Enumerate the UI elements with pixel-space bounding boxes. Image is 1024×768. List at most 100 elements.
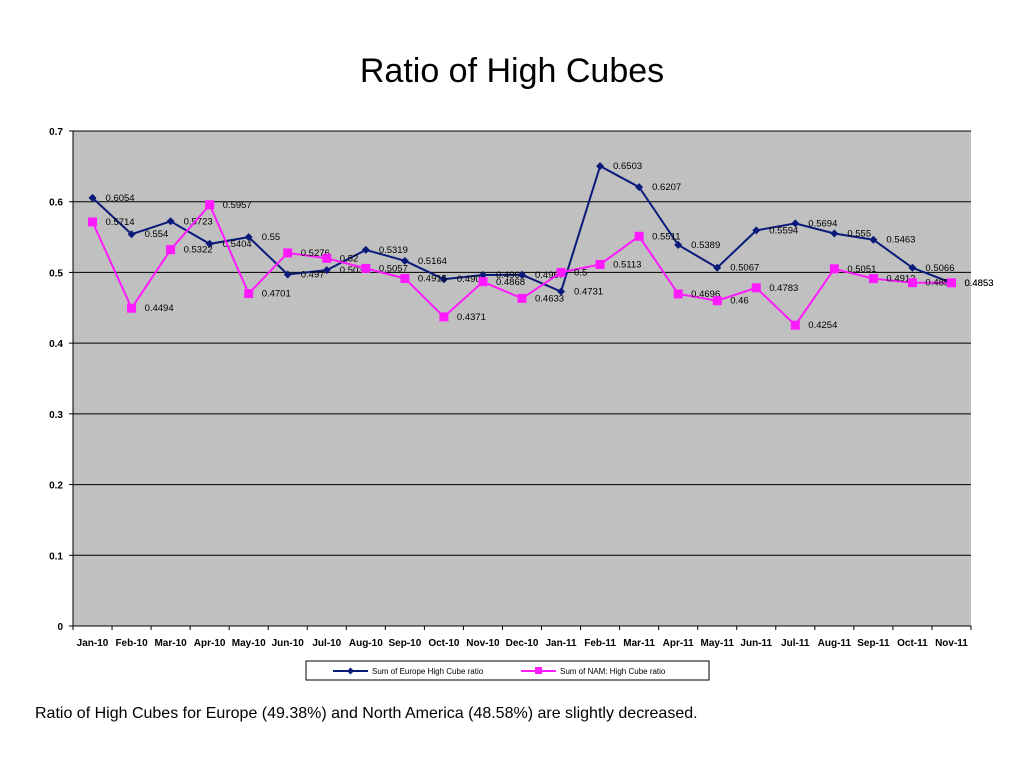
data-point [790,320,800,330]
x-tick-label: Aug-11 [818,638,852,649]
data-point [166,245,176,255]
data-label: 0.4783 [769,283,798,294]
x-tick-label: Jun-11 [740,638,772,649]
data-label: 0.5723 [184,216,213,227]
legend-label-europe: Sum of Europe High Cube ratio [372,667,484,676]
data-label: 0.5389 [691,240,720,251]
data-label: 0.5511 [652,231,680,242]
data-label: 0.4254 [808,320,837,331]
x-tick-label: Aug-10 [349,638,383,649]
line-chart: 0 0.1 0.2 0.3 0.4 0.5 0.6 0.7 Jan-10 Feb-10 Mar-1… [49,127,994,681]
data-point [712,296,722,306]
data-label: 0.52 [340,253,359,264]
data-label: 0.4371 [457,312,486,323]
data-label: 0.46 [730,296,749,307]
data-label: 0.5276 [301,248,330,259]
x-tick-label: Jan-11 [545,638,577,649]
data-point [205,239,214,248]
y-tick-label: 0.2 [49,481,63,492]
data-label: 0.4967 [535,270,564,281]
data-point [946,278,956,288]
data-label: 0.55 [262,232,281,243]
data-point [127,230,136,239]
x-tick-labels: Jan-10 Feb-10 Mar-10 Apr-10 May-10 Jun-10 Jul-… [72,626,972,649]
data-label: 0.4494 [145,303,174,314]
caption: Ratio of High Cubes for Europe (49.38%) … [35,705,698,722]
data-label: 0.4701 [262,289,291,300]
plot-area [73,131,971,626]
x-tick-label: Jan-10 [77,638,109,649]
data-point [830,229,839,238]
data-label: 0.5319 [379,245,408,256]
legend-marker-europe [347,667,354,675]
x-tick-label: Jun-10 [272,638,305,649]
data-label: 0.5594 [769,225,798,236]
data-point [557,287,566,296]
data-label: 0.5164 [418,256,447,267]
x-tick-label: Jul-10 [312,638,341,649]
x-tick-label: Feb-11 [584,638,616,649]
y-tick-label: 0.5 [49,268,63,279]
data-label: 0.5957 [223,200,252,211]
data-point [674,240,683,249]
data-label: 0.5057 [379,263,408,274]
x-tick-label: Apr-10 [194,638,226,649]
data-label: 0.4855 [925,278,954,289]
data-point [400,256,409,265]
data-point [478,277,488,287]
data-label: 0.5694 [808,218,837,229]
data-label: 0.4904 [457,274,486,285]
data-label: 0.6054 [106,193,135,204]
data-label: 0.5322 [184,245,213,256]
x-tick-label: Feb-10 [115,638,148,649]
data-label: 0.4912 [886,274,915,285]
data-label: 0.5714 [106,217,135,228]
x-tick-label: Oct-11 [897,638,928,649]
data-label: 0.4868 [496,277,525,288]
y-tick-label: 0.3 [49,410,63,421]
data-point [439,312,449,322]
legend-box [305,660,710,681]
data-label: 0.555 [847,229,871,240]
x-tick-label: May-11 [701,638,735,649]
data-point [908,263,917,272]
data-label: 0.6207 [652,182,681,193]
data-point [322,253,332,263]
y-tick-label: 0.1 [49,551,63,562]
series-nam: 0.5714 0.4494 0.5322 0.5957 0.4701 0.5276 0.52… [88,200,994,331]
data-point [829,264,839,274]
legend-label-nam: Sum of NAM: High Cube ratio [560,667,666,676]
y-tick-labels: 0 0.1 0.2 0.3 0.4 0.5 0.6 0.7 [49,127,73,633]
y-tick-label: 0 [57,622,63,633]
legend-marker-nam [535,667,542,674]
data-label: 0.4963 [496,270,525,281]
y-tick-label: 0.6 [49,198,63,209]
data-point [751,283,761,293]
data-point [634,231,644,241]
data-point [127,303,137,313]
data-point [478,271,487,280]
data-point [907,278,917,288]
legend: Sum of Europe High Cube ratio Sum of NAM… [305,660,710,681]
data-point [752,226,761,235]
x-tick-label: Nov-11 [935,638,968,649]
x-tick-label: Mar-11 [623,638,655,649]
data-label: 0.4853 [964,278,993,289]
slide-title: Ratio of High Cubes [359,52,665,90]
data-label: 0.5 [574,267,587,278]
data-point [322,266,331,275]
data-point [244,289,254,299]
data-point [596,162,605,171]
data-label: 0.5113 [613,259,641,270]
data-point [518,270,526,279]
x-tick-label: May-10 [232,638,266,649]
x-tick-label: Nov-10 [466,638,500,649]
data-label: 0.497 [301,270,325,281]
data-label: 0.5033 [340,265,369,276]
x-tick-label: Dec-10 [506,638,539,649]
y-tick-label: 0.4 [49,339,63,350]
data-point [869,235,878,244]
data-point [166,217,175,226]
